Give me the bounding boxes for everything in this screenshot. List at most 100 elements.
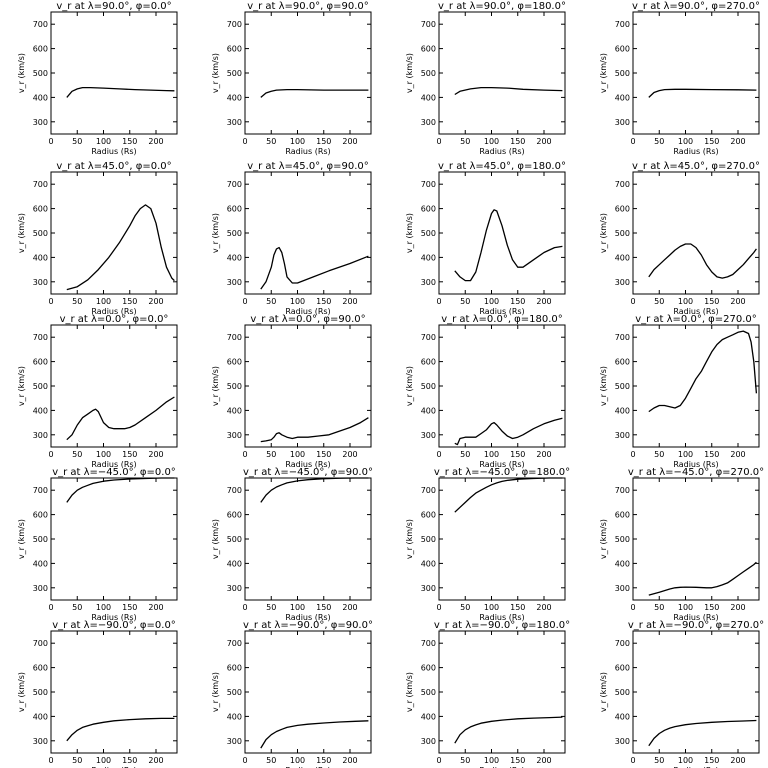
y-tick-label: 300 xyxy=(33,278,48,287)
x-tick-label: 50 xyxy=(654,603,664,612)
plot-frame xyxy=(438,171,566,295)
y-tick-label: 400 xyxy=(421,253,436,262)
x-tick-label: 50 xyxy=(266,756,276,765)
plot-frame xyxy=(632,171,760,295)
x-tick-label: 0 xyxy=(242,603,247,612)
plot-frame xyxy=(632,11,760,135)
x-tick-label: 0 xyxy=(48,137,53,146)
x-axis-label: Radius (Rs) xyxy=(91,766,136,768)
y-tick-label: 400 xyxy=(227,712,242,721)
panel-3-4: v_r at λ=0.0°, φ=270.0° 0 50 100 150 200 300 40… xyxy=(599,314,760,469)
panel-title: v_r at λ=−90.0°, φ=90.0° xyxy=(243,620,373,631)
x-tick-label: 200 xyxy=(342,297,357,306)
y-tick-label: 700 xyxy=(615,20,630,29)
y-axis-label: v_r (km/s) xyxy=(211,672,220,712)
y-tick-label: 300 xyxy=(421,118,436,127)
x-tick-label: 0 xyxy=(630,756,635,765)
y-tick-label: 500 xyxy=(421,229,436,238)
x-tick-label: 200 xyxy=(730,756,745,765)
x-tick-label: 150 xyxy=(122,756,137,765)
x-tick-label: 100 xyxy=(484,603,499,612)
y-tick-label: 400 xyxy=(421,712,436,721)
y-tick-label: 400 xyxy=(421,559,436,568)
plot-frame xyxy=(244,324,372,448)
x-tick-label: 100 xyxy=(290,297,305,306)
panel-5-3: v_r at λ=−90.0°, φ=180.0° 0 50 100 150 200 300… xyxy=(405,620,570,768)
panel-title: v_r at λ=−45.0°, φ=180.0° xyxy=(434,467,570,478)
x-tick-label: 0 xyxy=(242,756,247,765)
y-tick-label: 600 xyxy=(615,511,630,520)
x-axis-label: Radius (Rs) xyxy=(479,766,524,768)
x-axis-label: Radius (Rs) xyxy=(285,460,330,469)
x-tick-label: 0 xyxy=(630,450,635,459)
x-axis-label: Radius (Rs) xyxy=(673,460,718,469)
x-tick-label: 0 xyxy=(48,297,53,306)
x-axis-label: Radius (Rs) xyxy=(285,613,330,622)
x-tick-label: 150 xyxy=(122,450,137,459)
panel-title: v_r at λ=45.0°, φ=180.0° xyxy=(438,161,566,172)
y-tick-label: 500 xyxy=(615,688,630,697)
x-tick-label: 100 xyxy=(290,603,305,612)
y-tick-label: 300 xyxy=(615,278,630,287)
x-tick-label: 50 xyxy=(460,756,470,765)
series-line xyxy=(66,477,175,503)
y-tick-label: 500 xyxy=(615,382,630,391)
panel-2-1: v_r at λ=45.0°, φ=0.0° 0 50 100 150 200 300 400… xyxy=(17,161,178,316)
x-tick-label: 0 xyxy=(436,603,441,612)
x-axis-label: Radius (Rs) xyxy=(91,147,136,156)
x-tick-label: 100 xyxy=(96,756,111,765)
x-tick-label: 150 xyxy=(316,756,331,765)
x-tick-label: 50 xyxy=(460,603,470,612)
y-tick-label: 600 xyxy=(421,205,436,214)
y-tick-label: 400 xyxy=(421,93,436,102)
y-tick-label: 500 xyxy=(421,69,436,78)
y-tick-label: 700 xyxy=(33,333,48,342)
y-tick-label: 300 xyxy=(421,584,436,593)
x-tick-label: 0 xyxy=(48,756,53,765)
x-axis-label: Radius (Rs) xyxy=(479,613,524,622)
x-tick-label: 100 xyxy=(678,297,693,306)
panel-1-1: v_r at λ=90.0°, φ=0.0° 0 50 100 150 200 300 400… xyxy=(17,1,178,156)
y-tick-label: 600 xyxy=(421,45,436,54)
x-tick-label: 200 xyxy=(536,603,551,612)
panel-title: v_r at λ=0.0°, φ=180.0° xyxy=(441,314,563,325)
x-axis-label: Radius (Rs) xyxy=(673,613,718,622)
x-axis-label: Radius (Rs) xyxy=(673,147,718,156)
x-tick-label: 100 xyxy=(290,137,305,146)
panel-1-3: v_r at λ=90.0°, φ=180.0° 0 50 100 150 200 300 4… xyxy=(405,1,566,156)
panel-5-2: v_r at λ=−90.0°, φ=90.0° 0 50 100 150 200 300 4… xyxy=(211,620,373,768)
panel-1-2: v_r at λ=90.0°, φ=90.0° 0 50 100 150 200 300 40… xyxy=(211,1,372,156)
x-tick-label: 200 xyxy=(536,756,551,765)
y-tick-label: 700 xyxy=(421,639,436,648)
plot-frame xyxy=(244,477,372,601)
series-line xyxy=(648,88,757,98)
x-tick-label: 0 xyxy=(436,297,441,306)
y-tick-label: 600 xyxy=(421,511,436,520)
x-tick-label: 100 xyxy=(484,756,499,765)
x-tick-label: 0 xyxy=(630,137,635,146)
y-tick-label: 600 xyxy=(33,205,48,214)
y-tick-label: 600 xyxy=(421,358,436,367)
series-line xyxy=(260,88,369,98)
y-tick-label: 700 xyxy=(421,486,436,495)
plot-frame xyxy=(632,324,760,448)
x-tick-label: 50 xyxy=(460,137,470,146)
x-tick-label: 100 xyxy=(678,450,693,459)
x-tick-label: 150 xyxy=(704,450,719,459)
y-tick-label: 500 xyxy=(421,535,436,544)
y-tick-label: 400 xyxy=(33,93,48,102)
x-tick-label: 100 xyxy=(96,137,111,146)
y-tick-label: 300 xyxy=(615,118,630,127)
x-tick-label: 0 xyxy=(436,756,441,765)
y-axis-label: v_r (km/s) xyxy=(405,213,414,253)
x-axis-label: Radius (Rs) xyxy=(673,307,718,316)
x-tick-label: 150 xyxy=(316,450,331,459)
y-axis-label: v_r (km/s) xyxy=(211,519,220,559)
y-tick-label: 400 xyxy=(615,559,630,568)
y-tick-label: 700 xyxy=(227,180,242,189)
y-tick-label: 700 xyxy=(615,486,630,495)
y-axis-label: v_r (km/s) xyxy=(405,366,414,406)
panel-title: v_r at λ=−90.0°, φ=270.0° xyxy=(628,620,764,631)
y-axis-label: v_r (km/s) xyxy=(211,213,220,253)
y-axis-label: v_r (km/s) xyxy=(17,519,26,559)
